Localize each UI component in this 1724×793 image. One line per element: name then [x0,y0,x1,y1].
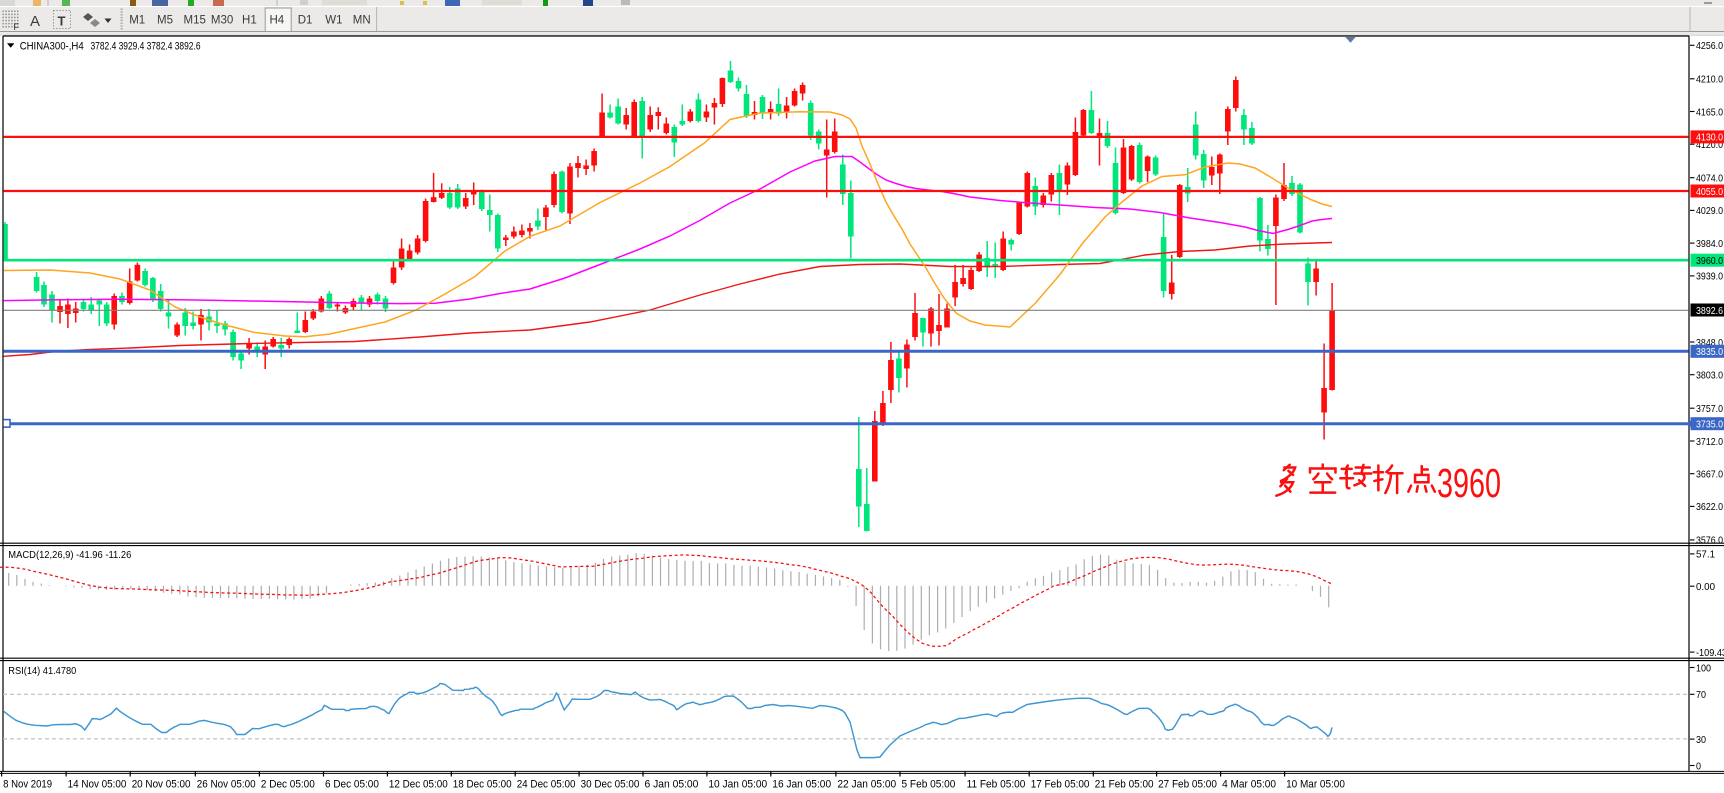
svg-text:4210.0: 4210.0 [1696,74,1723,86]
svg-text:100: 100 [1696,662,1711,674]
svg-text:-109.43: -109.43 [1696,647,1724,659]
svg-text:3667.0: 3667.0 [1696,469,1723,481]
svg-text:3960.0: 3960.0 [1696,255,1723,267]
svg-text:0: 0 [1696,760,1701,772]
svg-text:MACD(12,26,9) -41.96 -11.26: MACD(12,26,9) -41.96 -11.26 [8,549,131,561]
svg-text:3892.6: 3892.6 [1696,305,1723,317]
svg-text:3735.0: 3735.0 [1696,419,1723,431]
svg-text:3960: 3960 [1437,460,1501,506]
svg-text:M15: M15 [184,15,206,27]
svg-text:57.1: 57.1 [1696,549,1715,561]
svg-text:3782.4 3929.4 3782.4 3892.6: 3782.4 3929.4 3782.4 3892.6 [91,41,201,53]
svg-text:H1: H1 [242,15,257,27]
svg-text:4256.0: 4256.0 [1696,40,1723,52]
svg-text:18 Dec 05:00: 18 Dec 05:00 [453,779,512,791]
svg-text:12 Dec 05:00: 12 Dec 05:00 [389,779,448,791]
svg-text:M1: M1 [129,15,145,27]
svg-text:D1: D1 [298,15,313,27]
svg-text:F: F [14,22,20,32]
svg-text:4 Mar 05:00: 4 Mar 05:00 [1222,779,1276,791]
svg-text:10 Jan 05:00: 10 Jan 05:00 [708,779,767,791]
svg-text:3803.0: 3803.0 [1696,370,1723,382]
svg-text:22 Jan 05:00: 22 Jan 05:00 [837,779,896,791]
svg-text:27 Feb 05:00: 27 Feb 05:00 [1158,779,1217,791]
svg-text:T: T [58,14,66,29]
svg-text:4074.0: 4074.0 [1696,173,1723,185]
svg-text:6 Jan 05:00: 6 Jan 05:00 [645,779,699,791]
svg-text:30 Dec 05:00: 30 Dec 05:00 [581,779,640,791]
svg-text:20 Nov 05:00: 20 Nov 05:00 [132,779,191,791]
svg-text:4130.0: 4130.0 [1696,132,1723,144]
svg-text:M5: M5 [157,15,173,27]
svg-text:17 Feb 05:00: 17 Feb 05:00 [1031,779,1090,791]
svg-text:RSI(14) 41.4780: RSI(14) 41.4780 [8,665,76,677]
svg-text:3984.0: 3984.0 [1696,238,1723,250]
svg-text:70: 70 [1696,689,1706,701]
svg-text:3757.0: 3757.0 [1696,403,1723,415]
svg-text:3576.0: 3576.0 [1696,535,1723,547]
svg-text:21 Feb 05:00: 21 Feb 05:00 [1095,779,1154,791]
svg-text:5 Feb 05:00: 5 Feb 05:00 [902,779,956,791]
svg-text:W1: W1 [325,15,342,27]
svg-text:11 Feb 05:00: 11 Feb 05:00 [967,779,1026,791]
svg-text:3622.0: 3622.0 [1696,501,1723,513]
svg-text:A: A [30,13,40,30]
svg-text:3835.0: 3835.0 [1696,346,1723,358]
svg-text:8 Nov 2019: 8 Nov 2019 [3,779,52,791]
svg-text:3939.0: 3939.0 [1696,271,1723,283]
svg-text:3712.0: 3712.0 [1696,436,1723,448]
svg-text:2 Dec 05:00: 2 Dec 05:00 [261,779,315,791]
svg-text:30: 30 [1696,734,1706,746]
svg-text:16 Jan 05:00: 16 Jan 05:00 [772,779,831,791]
svg-text:14 Nov 05:00: 14 Nov 05:00 [68,779,127,791]
svg-text:0.00: 0.00 [1696,581,1715,593]
svg-text:H4: H4 [269,15,284,27]
svg-text:24 Dec 05:00: 24 Dec 05:00 [517,779,576,791]
svg-text:MN: MN [353,15,371,27]
svg-text:M30: M30 [211,15,233,27]
svg-text:26 Nov 05:00: 26 Nov 05:00 [197,779,256,791]
svg-text:4165.0: 4165.0 [1696,106,1723,118]
svg-text:4055.0: 4055.0 [1696,186,1723,198]
svg-text:4029.0: 4029.0 [1696,205,1723,217]
svg-text:6 Dec 05:00: 6 Dec 05:00 [325,779,379,791]
svg-text:10 Mar 05:00: 10 Mar 05:00 [1286,779,1345,791]
svg-text:CHINA300-,H4: CHINA300-,H4 [20,41,84,53]
